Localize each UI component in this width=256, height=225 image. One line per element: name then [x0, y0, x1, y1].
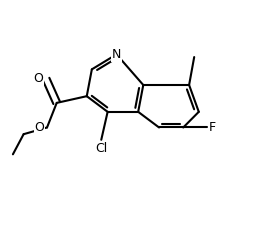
Text: O: O	[34, 72, 44, 86]
Text: F: F	[209, 121, 216, 134]
Text: Cl: Cl	[95, 142, 107, 155]
Text: O: O	[35, 121, 45, 134]
Text: N: N	[112, 48, 121, 61]
